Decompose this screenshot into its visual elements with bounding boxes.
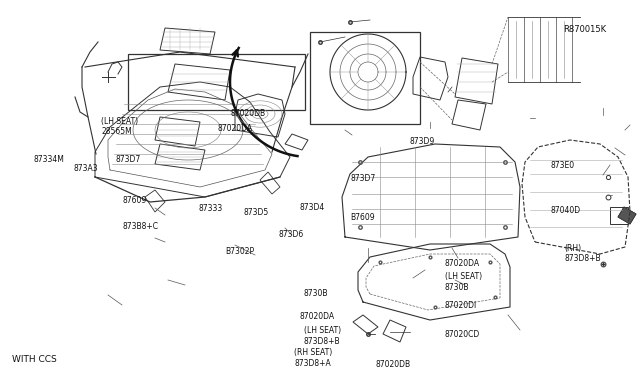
Text: 87020DA: 87020DA <box>218 124 253 132</box>
Text: 873D7: 873D7 <box>351 174 376 183</box>
Text: WITH CCS: WITH CCS <box>12 355 56 364</box>
Text: (RH): (RH) <box>564 244 582 253</box>
Text: 28565M: 28565M <box>101 127 132 136</box>
Text: (LH SEAT): (LH SEAT) <box>101 117 138 126</box>
Text: 873D8+B: 873D8+B <box>564 254 601 263</box>
Text: 873A3: 873A3 <box>74 164 98 173</box>
Text: 87020CD: 87020CD <box>445 330 480 339</box>
Text: 87609: 87609 <box>123 196 147 205</box>
Text: B7302P: B7302P <box>225 247 255 256</box>
Text: 873D8+A: 873D8+A <box>294 359 331 368</box>
Text: 87020DI: 87020DI <box>445 301 477 310</box>
Polygon shape <box>618 207 636 224</box>
Text: 873D4: 873D4 <box>300 203 324 212</box>
Text: 87020DA: 87020DA <box>300 312 335 321</box>
Text: 873D8+B: 873D8+B <box>304 337 340 346</box>
Text: 8730B: 8730B <box>304 289 328 298</box>
Text: R870015K: R870015K <box>563 25 606 34</box>
Text: 873D5: 873D5 <box>243 208 268 217</box>
Text: 87020DB: 87020DB <box>230 109 266 118</box>
Text: 8730B: 8730B <box>445 283 469 292</box>
Text: (LH SEAT): (LH SEAT) <box>445 272 482 281</box>
Text: 87333: 87333 <box>198 204 223 213</box>
Text: 87020DA: 87020DA <box>445 259 480 267</box>
Text: 87334M: 87334M <box>33 155 64 164</box>
Text: B7609: B7609 <box>351 213 375 222</box>
Text: 873E0: 873E0 <box>550 161 575 170</box>
Text: 873B8+C: 873B8+C <box>123 222 159 231</box>
Text: (RH SEAT): (RH SEAT) <box>294 348 333 357</box>
Text: 87040D: 87040D <box>550 206 580 215</box>
Text: (LH SEAT): (LH SEAT) <box>304 326 341 335</box>
Text: 87020DB: 87020DB <box>376 360 411 369</box>
Text: 873D6: 873D6 <box>278 230 303 239</box>
Text: 873D7: 873D7 <box>115 155 140 164</box>
Text: 873D9: 873D9 <box>410 137 435 146</box>
